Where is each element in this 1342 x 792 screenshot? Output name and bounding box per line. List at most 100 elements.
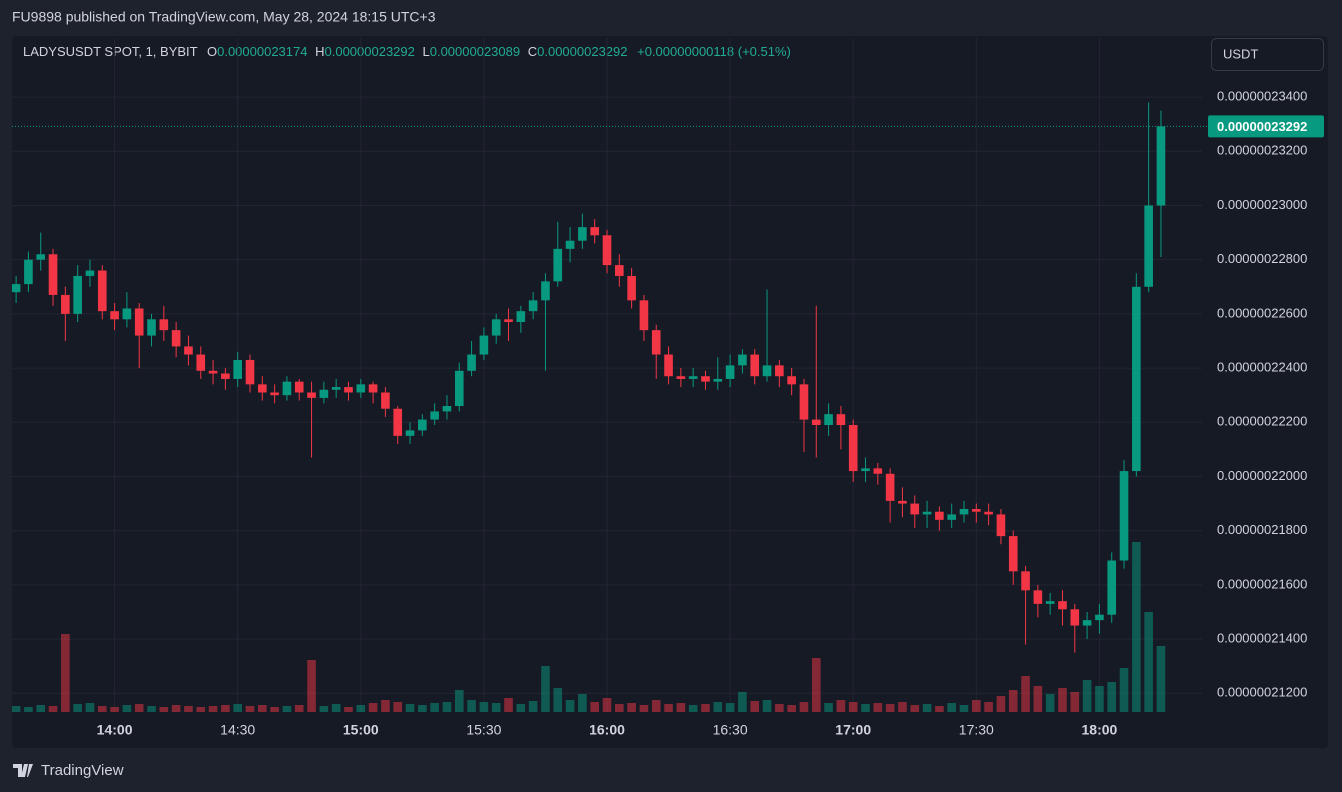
volume-bar	[233, 704, 242, 712]
volume-bar	[898, 702, 907, 712]
volume-bar	[184, 706, 193, 712]
candle-body	[134, 308, 144, 336]
candle-body	[688, 376, 698, 379]
candle-body	[381, 392, 390, 409]
candle-body	[1144, 205, 1153, 287]
y-tick-label: 0.00000022200	[1217, 414, 1307, 429]
volume-bar	[910, 705, 920, 712]
volume-bar	[1144, 612, 1153, 712]
ohlc-key: O	[207, 44, 217, 59]
candle-body	[1156, 126, 1166, 206]
volume-bar	[602, 698, 612, 712]
y-tick-label: 0.00000021200	[1217, 685, 1307, 700]
candle-body	[294, 381, 304, 393]
candle-body	[245, 359, 255, 385]
y-tick-label: 0.00000022400	[1217, 360, 1307, 375]
volume-bar	[122, 705, 132, 712]
x-tick-label: 18:00	[1082, 722, 1118, 738]
volume-bar	[73, 704, 82, 712]
volume-bar	[627, 703, 636, 712]
volume-bar	[147, 706, 156, 712]
volume-bar	[356, 705, 366, 712]
candle-body	[405, 430, 415, 436]
x-tick-label: 16:30	[713, 722, 748, 738]
currency-button[interactable]	[1211, 38, 1324, 71]
volume-bar	[1156, 646, 1166, 712]
volume-bar	[442, 702, 452, 712]
candle-body	[873, 468, 883, 474]
volume-bar	[713, 702, 723, 712]
volume-bar	[381, 700, 390, 712]
candle-body	[61, 294, 70, 314]
volume-bar	[873, 703, 883, 712]
volume-bar	[196, 707, 206, 712]
volume-bar	[294, 705, 304, 712]
volume-bar	[110, 707, 119, 712]
candle-body	[664, 354, 673, 377]
volume-bar	[159, 707, 169, 712]
candle-body	[356, 384, 366, 393]
x-tick-label: 17:30	[959, 722, 994, 738]
candle-body	[615, 265, 624, 276]
ohlc-value: 0.00000023174	[217, 44, 307, 59]
volume-bar	[36, 705, 46, 712]
volume-bar	[688, 705, 698, 712]
chart-pane	[12, 36, 1328, 748]
volume-bar	[565, 700, 575, 712]
volume-bar	[615, 704, 624, 712]
volume-bar	[984, 702, 993, 712]
candle-body	[627, 275, 636, 301]
candle-body	[701, 376, 710, 382]
candle-body	[898, 500, 907, 504]
volume-bar	[504, 698, 513, 712]
volume-bar	[750, 701, 760, 712]
candle-body	[97, 270, 107, 312]
volume-bar	[134, 704, 144, 712]
y-tick-label: 0.00000023200	[1217, 143, 1307, 158]
volume-bar	[24, 707, 33, 712]
volume-bar	[996, 696, 1006, 712]
volume-bar	[491, 703, 501, 712]
ohlc-key: H	[315, 44, 324, 59]
volume-bar	[836, 700, 846, 712]
candle-body	[184, 346, 193, 355]
volume-bar	[775, 704, 784, 712]
y-tick-label: 0.00000022600	[1217, 305, 1307, 320]
candle-body	[1070, 609, 1080, 626]
volume-bar	[405, 704, 415, 712]
candle-body	[811, 419, 821, 426]
volume-bar	[1021, 676, 1030, 712]
candle-body	[590, 227, 599, 236]
ohlc-value: 0.00000023292	[537, 44, 627, 59]
candle-body	[368, 384, 378, 393]
candle-body	[738, 354, 747, 366]
candle-body	[418, 419, 427, 431]
candle-body	[36, 254, 46, 260]
candle-body	[270, 392, 279, 396]
legend-line: LADYSUSDT SPOT, 1, BYBIT O0.00000023174 …	[23, 44, 791, 59]
candle-body	[1082, 620, 1092, 626]
candle-body	[775, 365, 784, 377]
x-tick-label: 17:00	[835, 722, 871, 738]
volume-bar	[1095, 686, 1104, 712]
volume-bar	[454, 690, 464, 712]
volume-bar	[430, 703, 439, 712]
candle-body	[454, 370, 464, 407]
candle-body	[147, 319, 156, 336]
ohlc-key: C	[528, 44, 537, 59]
volume-bar	[799, 702, 809, 712]
change: +0.00000000118 (+0.51%)	[637, 44, 791, 59]
x-tick-label: 14:00	[97, 722, 133, 738]
volume-bar	[738, 692, 747, 712]
candle-body	[122, 308, 132, 320]
candle-body	[1095, 614, 1104, 621]
x-tick-label: 15:30	[466, 722, 501, 738]
volume-bar	[258, 705, 267, 712]
volume-bar	[553, 688, 563, 712]
candle-body	[331, 387, 341, 390]
y-tick-label: 0.00000022800	[1217, 251, 1307, 266]
currency-label[interactable]: USDT	[1223, 46, 1258, 61]
volume-bar	[282, 706, 292, 712]
volume-bar	[1107, 682, 1117, 712]
